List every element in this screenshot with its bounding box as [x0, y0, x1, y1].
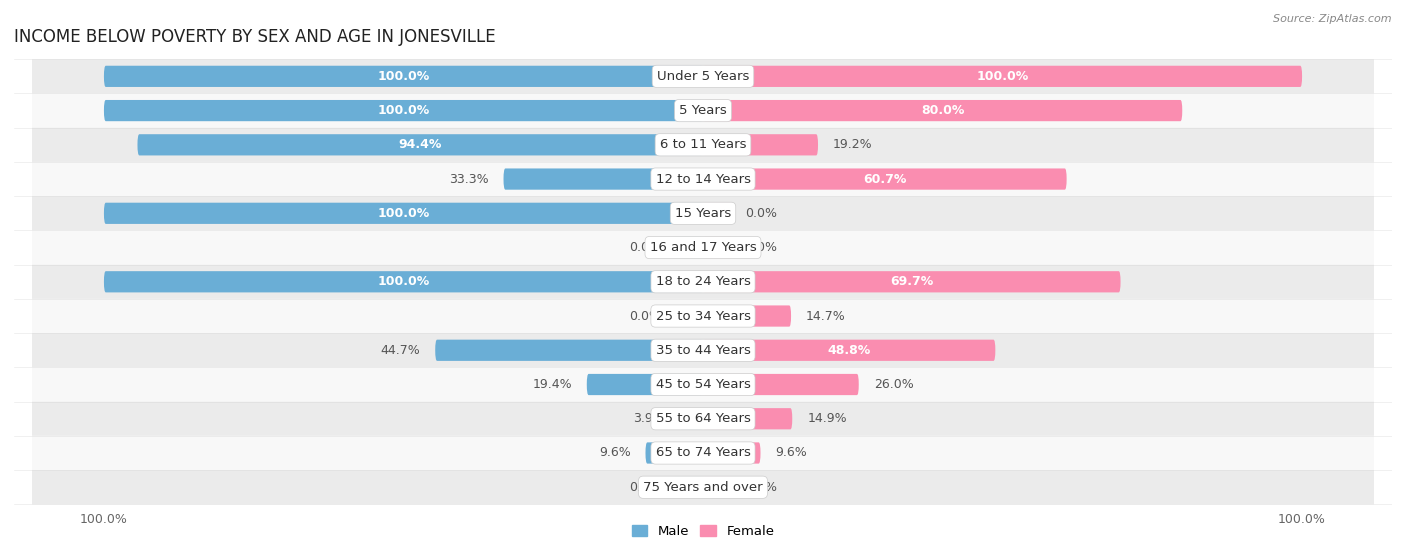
- Text: 100.0%: 100.0%: [377, 275, 430, 288]
- Text: 0.0%: 0.0%: [745, 207, 778, 220]
- Text: 48.8%: 48.8%: [828, 344, 870, 357]
- FancyBboxPatch shape: [503, 169, 703, 190]
- Text: 3.9%: 3.9%: [633, 412, 665, 425]
- FancyBboxPatch shape: [104, 271, 703, 292]
- Text: 0.0%: 0.0%: [745, 241, 778, 254]
- Text: INCOME BELOW POVERTY BY SEX AND AGE IN JONESVILLE: INCOME BELOW POVERTY BY SEX AND AGE IN J…: [14, 28, 496, 46]
- Text: Under 5 Years: Under 5 Years: [657, 70, 749, 83]
- FancyBboxPatch shape: [586, 374, 703, 395]
- Text: 14.9%: 14.9%: [807, 412, 846, 425]
- FancyBboxPatch shape: [104, 100, 703, 121]
- FancyBboxPatch shape: [703, 66, 1302, 87]
- FancyBboxPatch shape: [104, 203, 703, 224]
- Text: 25 to 34 Years: 25 to 34 Years: [655, 310, 751, 323]
- Text: 65 to 74 Years: 65 to 74 Years: [655, 446, 751, 459]
- Text: 80.0%: 80.0%: [921, 104, 965, 117]
- FancyBboxPatch shape: [703, 477, 733, 498]
- FancyBboxPatch shape: [138, 134, 703, 156]
- FancyBboxPatch shape: [32, 367, 1374, 402]
- FancyBboxPatch shape: [436, 340, 703, 361]
- FancyBboxPatch shape: [703, 305, 792, 326]
- Text: 15 Years: 15 Years: [675, 207, 731, 220]
- Text: 75 Years and over: 75 Years and over: [643, 481, 763, 494]
- FancyBboxPatch shape: [32, 93, 1374, 128]
- Text: 19.4%: 19.4%: [533, 378, 572, 391]
- Text: 33.3%: 33.3%: [449, 172, 488, 186]
- FancyBboxPatch shape: [32, 162, 1374, 196]
- Text: 0.0%: 0.0%: [628, 241, 661, 254]
- FancyBboxPatch shape: [32, 470, 1374, 504]
- FancyBboxPatch shape: [703, 134, 818, 156]
- FancyBboxPatch shape: [703, 408, 792, 429]
- Text: 60.7%: 60.7%: [863, 172, 907, 186]
- Text: 44.7%: 44.7%: [381, 344, 420, 357]
- Text: 9.6%: 9.6%: [599, 446, 630, 459]
- Text: 35 to 44 Years: 35 to 44 Years: [655, 344, 751, 357]
- FancyBboxPatch shape: [703, 237, 733, 258]
- Text: 0.0%: 0.0%: [628, 481, 661, 494]
- Text: 6 to 11 Years: 6 to 11 Years: [659, 138, 747, 151]
- FancyBboxPatch shape: [673, 477, 703, 498]
- Text: 55 to 64 Years: 55 to 64 Years: [655, 412, 751, 425]
- Text: 0.0%: 0.0%: [745, 481, 778, 494]
- FancyBboxPatch shape: [703, 442, 761, 464]
- FancyBboxPatch shape: [32, 299, 1374, 333]
- FancyBboxPatch shape: [32, 230, 1374, 264]
- FancyBboxPatch shape: [703, 374, 859, 395]
- FancyBboxPatch shape: [673, 305, 703, 326]
- FancyBboxPatch shape: [703, 203, 733, 224]
- Legend: Male, Female: Male, Female: [627, 521, 779, 542]
- FancyBboxPatch shape: [104, 66, 703, 87]
- Text: 94.4%: 94.4%: [398, 138, 441, 151]
- FancyBboxPatch shape: [32, 264, 1374, 299]
- FancyBboxPatch shape: [673, 237, 703, 258]
- FancyBboxPatch shape: [32, 128, 1374, 162]
- FancyBboxPatch shape: [32, 59, 1374, 93]
- FancyBboxPatch shape: [703, 271, 1121, 292]
- FancyBboxPatch shape: [679, 408, 703, 429]
- Text: 100.0%: 100.0%: [377, 207, 430, 220]
- Text: 5 Years: 5 Years: [679, 104, 727, 117]
- Text: 14.7%: 14.7%: [806, 310, 846, 323]
- FancyBboxPatch shape: [32, 436, 1374, 470]
- FancyBboxPatch shape: [703, 340, 995, 361]
- Text: 0.0%: 0.0%: [628, 310, 661, 323]
- FancyBboxPatch shape: [703, 100, 1182, 121]
- FancyBboxPatch shape: [32, 402, 1374, 436]
- Text: Source: ZipAtlas.com: Source: ZipAtlas.com: [1274, 14, 1392, 24]
- Text: 16 and 17 Years: 16 and 17 Years: [650, 241, 756, 254]
- Text: 19.2%: 19.2%: [832, 138, 873, 151]
- Text: 100.0%: 100.0%: [976, 70, 1029, 83]
- Text: 69.7%: 69.7%: [890, 275, 934, 288]
- Text: 100.0%: 100.0%: [377, 70, 430, 83]
- Text: 45 to 54 Years: 45 to 54 Years: [655, 378, 751, 391]
- Text: 18 to 24 Years: 18 to 24 Years: [655, 275, 751, 288]
- Text: 26.0%: 26.0%: [873, 378, 914, 391]
- Text: 9.6%: 9.6%: [776, 446, 807, 459]
- Text: 100.0%: 100.0%: [377, 104, 430, 117]
- FancyBboxPatch shape: [703, 169, 1067, 190]
- FancyBboxPatch shape: [32, 333, 1374, 367]
- Text: 12 to 14 Years: 12 to 14 Years: [655, 172, 751, 186]
- FancyBboxPatch shape: [32, 196, 1374, 230]
- FancyBboxPatch shape: [645, 442, 703, 464]
